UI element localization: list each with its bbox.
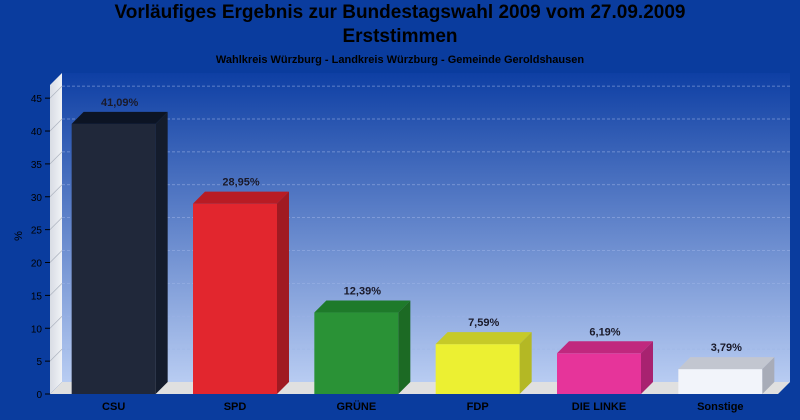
left-wall bbox=[50, 73, 62, 394]
x-tick-label: CSU bbox=[102, 401, 125, 413]
x-axis: CSU SPD GRÜNE FDP DIE LINKE Sonstige bbox=[102, 400, 744, 413]
bar-front bbox=[435, 344, 520, 394]
gridline-wall bbox=[49, 250, 63, 263]
y-tick-label: 15 bbox=[31, 291, 43, 302]
gridline-wall bbox=[49, 151, 63, 165]
bar-die-linke: 6,19% bbox=[557, 326, 653, 394]
gridline-wall bbox=[49, 348, 63, 362]
data-label: 12,39% bbox=[344, 286, 382, 298]
bar-top bbox=[314, 300, 411, 313]
data-label: 41,09% bbox=[101, 97, 139, 109]
bar-front bbox=[678, 369, 763, 394]
bar-top bbox=[557, 341, 653, 354]
bars: 41,09% 28,95% 12,39% 7,59% 6,19% 3,79% bbox=[71, 97, 775, 395]
bar-top bbox=[678, 357, 775, 370]
bar-grüne: 12,39% bbox=[314, 286, 411, 394]
grid-lines bbox=[49, 85, 790, 362]
bar-side bbox=[155, 111, 168, 395]
y-tick-label: 0 bbox=[36, 390, 42, 401]
y-tick-label: 45 bbox=[31, 94, 43, 105]
data-label: 6,19% bbox=[589, 326, 620, 338]
y-tick-label: 5 bbox=[36, 357, 42, 368]
x-tick-label: FDP bbox=[467, 401, 489, 413]
gridline-wall bbox=[49, 283, 63, 296]
data-label: 28,95% bbox=[222, 177, 260, 189]
bar-side bbox=[762, 357, 775, 394]
bar-side bbox=[519, 332, 532, 394]
bar-top bbox=[71, 111, 168, 124]
y-tick-label: 30 bbox=[31, 193, 43, 204]
bar-front bbox=[71, 123, 156, 394]
y-tick-label: 35 bbox=[31, 160, 43, 171]
bar-side bbox=[641, 341, 653, 394]
chart-subtitle: Wahlkreis Würzburg - Landkreis Würzburg … bbox=[215, 54, 585, 66]
data-label: 3,79% bbox=[711, 342, 742, 354]
bar-top bbox=[193, 191, 289, 204]
bar-front bbox=[314, 312, 399, 394]
gridline-wall bbox=[49, 315, 63, 329]
gridline-wall bbox=[49, 184, 63, 198]
y-tick-label: 10 bbox=[31, 324, 43, 335]
chart-title-line2: Erststimmen bbox=[342, 26, 458, 47]
bar-csu: 41,09% bbox=[71, 97, 168, 395]
y-tick-label: 20 bbox=[31, 259, 43, 270]
x-tick-label: SPD bbox=[224, 401, 247, 413]
plot-background bbox=[62, 73, 790, 382]
x-tick-label: Sonstige bbox=[697, 401, 743, 413]
y-tick-label: 40 bbox=[31, 127, 43, 138]
x-tick-label: GRÜNE bbox=[336, 400, 376, 413]
chart-title: Vorläufiges Ergebnis zur Bundestagswahl … bbox=[114, 2, 686, 23]
bar-sonstige: 3,79% bbox=[678, 342, 775, 394]
y-axis: 0 5 10 15 20 25 30 35 40 45 bbox=[31, 94, 50, 401]
bar-side bbox=[277, 191, 289, 394]
gridline-wall bbox=[49, 118, 63, 132]
bar-front bbox=[193, 203, 277, 394]
gridline-wall bbox=[49, 217, 63, 230]
x-tick-label: DIE LINKE bbox=[572, 401, 626, 413]
gridline-wall bbox=[49, 85, 63, 99]
bar-fdp: 7,59% bbox=[435, 317, 532, 394]
bar-top bbox=[435, 332, 532, 345]
bar-side bbox=[398, 300, 411, 394]
bar-front bbox=[557, 353, 641, 394]
y-tick-label: 25 bbox=[31, 226, 43, 237]
y-axis-label: % bbox=[13, 231, 25, 241]
data-label: 7,59% bbox=[468, 317, 499, 329]
bar-spd: 28,95% bbox=[193, 177, 289, 394]
